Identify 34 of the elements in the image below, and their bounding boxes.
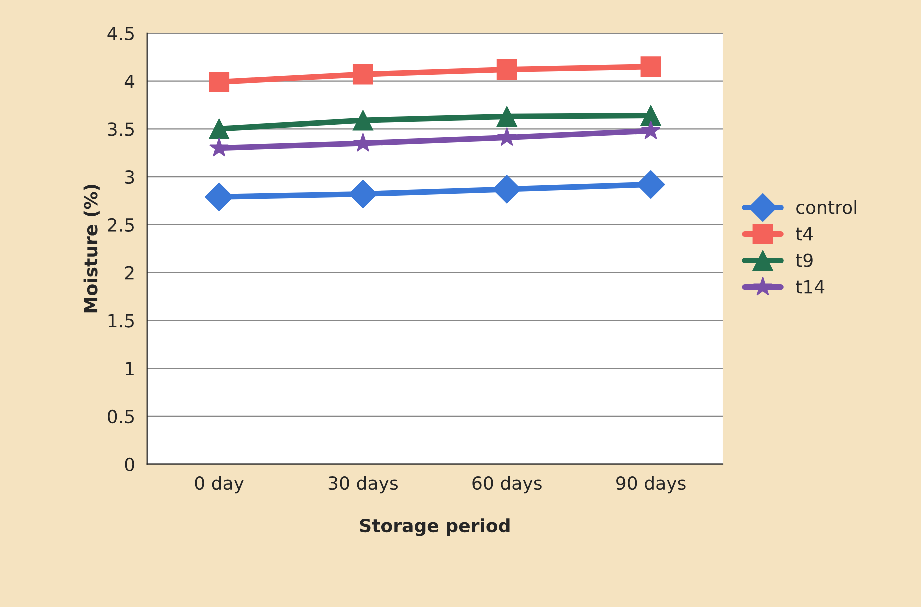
point xyxy=(492,175,522,204)
y-tick-label: 0.5 xyxy=(108,410,134,424)
y-tick-label: 2 xyxy=(125,266,134,280)
point xyxy=(641,120,661,140)
x-tick-label: 30 days xyxy=(328,476,398,494)
point xyxy=(352,64,374,85)
point xyxy=(353,133,373,152)
point xyxy=(636,170,666,199)
y-tick-label: 2.5 xyxy=(108,218,134,232)
point xyxy=(496,106,518,127)
y-tick-label: 4.5 xyxy=(108,27,134,40)
point xyxy=(352,110,374,131)
y-tick-label: 1 xyxy=(126,362,134,376)
y-tick-label: 4 xyxy=(124,74,135,88)
point xyxy=(496,60,518,80)
legend-label: t14 xyxy=(796,280,825,294)
point xyxy=(640,56,662,78)
legend-label: t4 xyxy=(796,227,814,241)
y-tick-label: 3 xyxy=(125,170,134,184)
x-tick-label: 0 day xyxy=(195,476,244,494)
legend-label: t9 xyxy=(796,254,813,268)
legend-label: control xyxy=(796,200,856,214)
y-tick-label: 3.5 xyxy=(108,122,134,136)
x-tick-label: 90 days xyxy=(616,476,686,494)
x-tick-label: 60 days xyxy=(472,476,542,494)
point xyxy=(497,128,517,146)
point xyxy=(209,118,230,140)
point xyxy=(209,72,230,92)
point xyxy=(210,138,230,157)
y-tick-label: 1.5 xyxy=(108,314,134,328)
y-tick-label: 0 xyxy=(125,458,134,472)
point xyxy=(640,106,662,126)
y-axis-title: Moisture (%) xyxy=(84,185,100,313)
x-axis-title: Storage period xyxy=(360,518,510,536)
